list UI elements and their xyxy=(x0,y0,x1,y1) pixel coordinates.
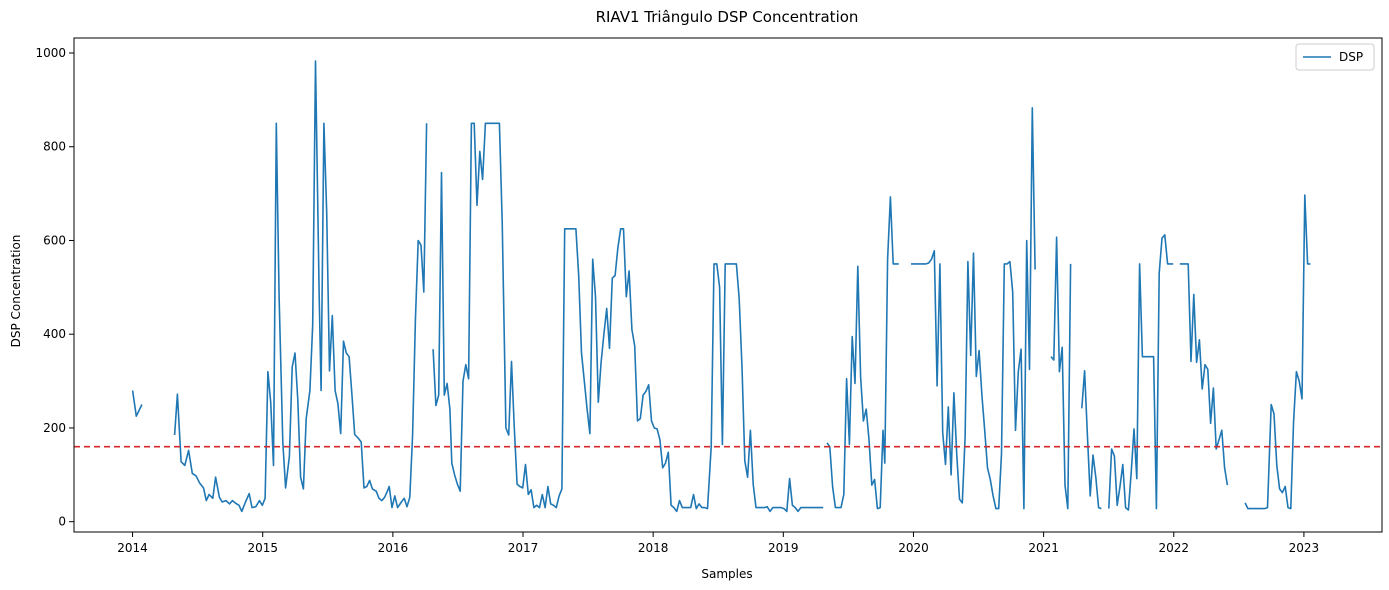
y-tick-label-200: 200 xyxy=(43,421,66,435)
x-tick-label-2018: 2018 xyxy=(638,541,669,555)
series-line-dsp-segment-9 xyxy=(1179,263,1229,486)
y-axis-label: DSP Concentration xyxy=(9,235,23,348)
x-axis-label: Samples xyxy=(701,567,752,581)
series-line-dsp-segment-8 xyxy=(1108,234,1174,511)
series-line-dsp-segment-10 xyxy=(1244,194,1311,510)
x-tick-label-2016: 2016 xyxy=(378,541,409,555)
series-line-dsp-segment-4 xyxy=(826,196,899,510)
x-tick-label-2019: 2019 xyxy=(768,541,799,555)
series-line-dsp-segment-2 xyxy=(173,60,428,513)
x-tick-label-2022: 2022 xyxy=(1158,541,1189,555)
y-tick-label-400: 400 xyxy=(43,327,66,341)
plot-area: 2014 2015 2016 2017 2018 2019 2020 2021 2022 2023… xyxy=(35,37,1383,555)
x-tick-label-2015: 2015 xyxy=(247,541,278,555)
x-tick-label-2023: 2023 xyxy=(1289,541,1320,555)
chart-title: RIAV1 Triângulo DSP Concentration xyxy=(596,8,859,26)
series-line-dsp-segment-7 xyxy=(1081,370,1102,510)
plot-frame xyxy=(73,37,1383,533)
x-tick-label-2020: 2020 xyxy=(898,541,929,555)
legend-label-dsp: DSP xyxy=(1339,50,1363,64)
legend: DSP xyxy=(1295,43,1375,71)
y-tick-label-1000: 1000 xyxy=(35,46,66,60)
x-tick-label-2017: 2017 xyxy=(508,541,539,555)
legend-box xyxy=(1295,43,1375,71)
y-tick-label-600: 600 xyxy=(43,233,66,247)
x-tick-label-2021: 2021 xyxy=(1028,541,1059,555)
series-line-dsp-segment-3 xyxy=(432,122,824,513)
y-tick-label-800: 800 xyxy=(43,140,66,154)
series-line-dsp-segment-6 xyxy=(1050,236,1072,510)
y-tick-label-0: 0 xyxy=(58,515,66,529)
series-line-dsp-segment-5 xyxy=(911,107,1036,510)
x-tick-label-2014: 2014 xyxy=(117,541,148,555)
series-line-dsp-segment-1 xyxy=(131,390,143,417)
